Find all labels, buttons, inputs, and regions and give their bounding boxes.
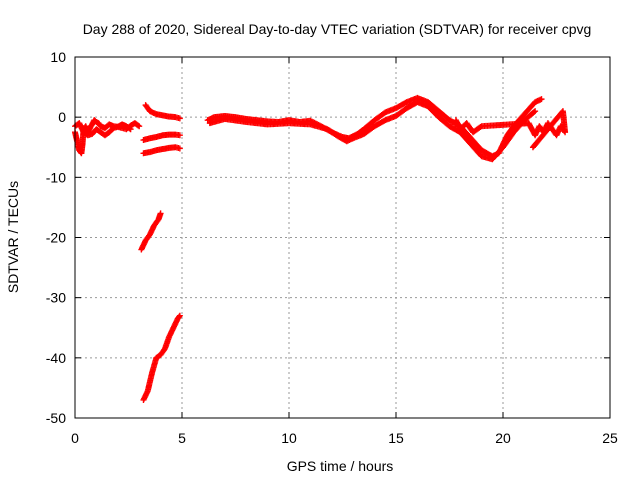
- x-tick-label: 10: [281, 430, 297, 446]
- x-tick-label: 25: [602, 430, 618, 446]
- x-tick-label: 20: [495, 430, 511, 446]
- data-point: [529, 144, 536, 151]
- x-axis-ticks: 0 5 10 15 20 25: [71, 57, 618, 446]
- series-segment-3h-upper: [142, 102, 183, 122]
- y-tick-label: 0: [58, 109, 66, 125]
- y-axis-ticks: -50 -40 -30 -20 -10 0 10: [46, 49, 610, 426]
- series-main-arc: [204, 94, 545, 160]
- y-axis-title: SDTVAR / TECUs: [5, 181, 21, 293]
- x-tick-label: 15: [388, 430, 404, 446]
- series-steep-low: [140, 312, 183, 403]
- x-axis-title: GPS time / hours: [287, 458, 394, 474]
- data-point: [176, 312, 183, 319]
- series-segment-3h-low: [140, 144, 183, 157]
- data-point: [135, 122, 142, 129]
- data-point: [530, 143, 537, 150]
- data-point: [126, 125, 133, 132]
- y-tick-label: -20: [46, 230, 66, 246]
- y-tick-label: -30: [46, 290, 66, 306]
- data-point: [157, 210, 164, 217]
- data-point: [531, 109, 538, 116]
- series-segment-3h-mid: [140, 131, 183, 144]
- series-early-arc: [72, 117, 143, 157]
- series-late-scatter: [452, 108, 569, 151]
- data-point: [176, 145, 183, 152]
- series-steep-mid: [138, 210, 164, 253]
- data-point: [532, 108, 539, 115]
- y-tick-label: 10: [50, 49, 66, 65]
- data-point: [176, 132, 183, 139]
- y-tick-label: -10: [46, 169, 66, 185]
- data-point: [136, 123, 143, 130]
- x-tick-label: 5: [178, 430, 186, 446]
- series-main-arc-b: [206, 99, 539, 163]
- data-point: [176, 115, 183, 122]
- data-point: [176, 313, 183, 320]
- x-tick-label: 0: [71, 430, 79, 446]
- y-tick-label: -50: [46, 410, 66, 426]
- y-tick-label: -40: [46, 350, 66, 366]
- data-points: [72, 94, 569, 403]
- data-point: [127, 126, 134, 133]
- chart-title: Day 288 of 2020, Sidereal Day-to-day VTE…: [83, 21, 592, 37]
- data-point: [538, 96, 545, 103]
